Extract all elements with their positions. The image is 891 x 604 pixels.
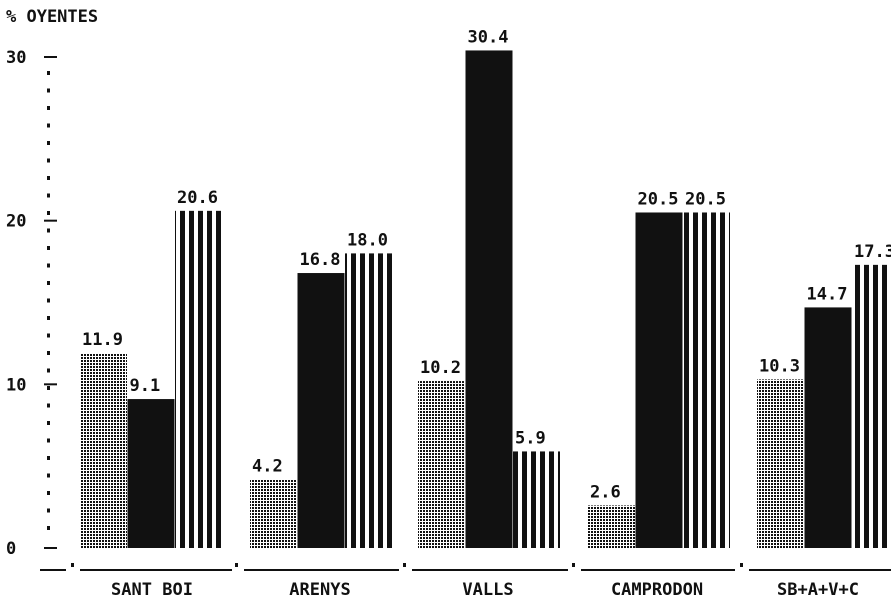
x-category-label: CAMPRODON	[611, 580, 703, 600]
bar-value-label: 2.6	[590, 482, 621, 502]
x-axis	[40, 563, 891, 571]
bar-value-label: 20.5	[638, 189, 679, 209]
y-axis-dot	[47, 386, 50, 390]
y-axis-dot	[47, 316, 50, 320]
bar	[588, 505, 635, 548]
y-axis-dot	[47, 176, 50, 180]
x-axis-dot	[235, 563, 238, 567]
y-axis-dot	[47, 88, 50, 93]
y-tick-label: 0	[6, 539, 16, 559]
y-axis-dot	[47, 246, 50, 250]
y-axis-dot	[47, 228, 50, 233]
y-axis-dot	[47, 123, 50, 128]
y-axis-dot	[47, 281, 50, 285]
bar-value-label: 10.3	[759, 356, 800, 376]
bar	[250, 479, 297, 548]
y-axis-dot	[47, 438, 50, 443]
y-axis-dot	[47, 508, 50, 513]
y-axis-dot	[47, 333, 50, 338]
y-axis-dot	[47, 106, 50, 110]
bar-value-label: 9.1	[130, 376, 161, 396]
y-tick-label: 10	[6, 375, 26, 395]
bar	[757, 379, 804, 548]
bar-value-label: 11.9	[82, 330, 123, 350]
bar	[127, 399, 175, 548]
bar-value-label: 30.4	[468, 27, 509, 47]
bar-value-label: 20.5	[685, 189, 726, 209]
bar	[804, 307, 852, 548]
bar-value-label: 16.8	[300, 250, 341, 270]
y-axis-dot	[47, 368, 50, 373]
bar-value-label: 10.2	[420, 358, 461, 378]
y-axis: 0 10 20 30	[6, 48, 57, 559]
x-axis-dot	[740, 563, 743, 567]
bar	[465, 50, 513, 548]
bars	[80, 50, 891, 548]
y-axis-dot	[47, 263, 50, 268]
y-axis-dot	[47, 491, 50, 495]
value-labels: 11.9 9.1 20.6 4.2 16.8 18.0 10.2 30.4 5.9 2.6 20.5…	[82, 27, 891, 502]
x-axis-dot	[572, 563, 575, 567]
bar-value-label: 4.2	[252, 456, 283, 476]
y-axis-dot	[47, 473, 50, 478]
y-axis-dot	[47, 71, 50, 75]
x-axis-dot	[71, 563, 74, 567]
y-axis-dot	[47, 298, 50, 303]
bar-value-label: 18.0	[347, 230, 388, 250]
bar-value-label: 14.7	[807, 284, 848, 304]
y-tick-label: 20	[6, 212, 26, 232]
bar-value-label: 17.3	[854, 242, 891, 262]
bar	[635, 212, 683, 548]
y-axis-dot	[47, 211, 50, 215]
bar	[683, 212, 730, 548]
category-labels: SANT BOI ARENYS VALLS CAMPRODON SB+A+V+C	[111, 580, 859, 600]
y-axis-dot	[47, 526, 50, 530]
y-axis-dot	[47, 456, 50, 460]
x-category-label: SB+A+V+C	[777, 580, 859, 600]
y-axis-dot	[47, 421, 50, 425]
y-axis-dot	[47, 403, 50, 408]
x-category-label: VALLS	[462, 580, 513, 600]
bar	[297, 273, 345, 548]
y-axis-dot	[47, 351, 50, 355]
bar-value-label: 5.9	[515, 428, 546, 448]
y-axis-dot	[47, 193, 50, 198]
bar	[80, 353, 127, 548]
y-axis-dot	[47, 158, 50, 163]
x-axis-dot	[403, 563, 406, 567]
y-axis-dot	[47, 141, 50, 145]
y-tick-label: 30	[6, 48, 26, 68]
bar	[345, 253, 392, 548]
bar	[175, 210, 222, 548]
bar	[513, 451, 560, 548]
y-axis-label: % OYENTES	[6, 7, 98, 27]
x-category-label: SANT BOI	[111, 580, 193, 600]
bar	[852, 264, 891, 548]
bar-value-label: 20.6	[177, 188, 218, 208]
bar	[418, 381, 465, 548]
x-category-label: ARENYS	[289, 580, 350, 600]
